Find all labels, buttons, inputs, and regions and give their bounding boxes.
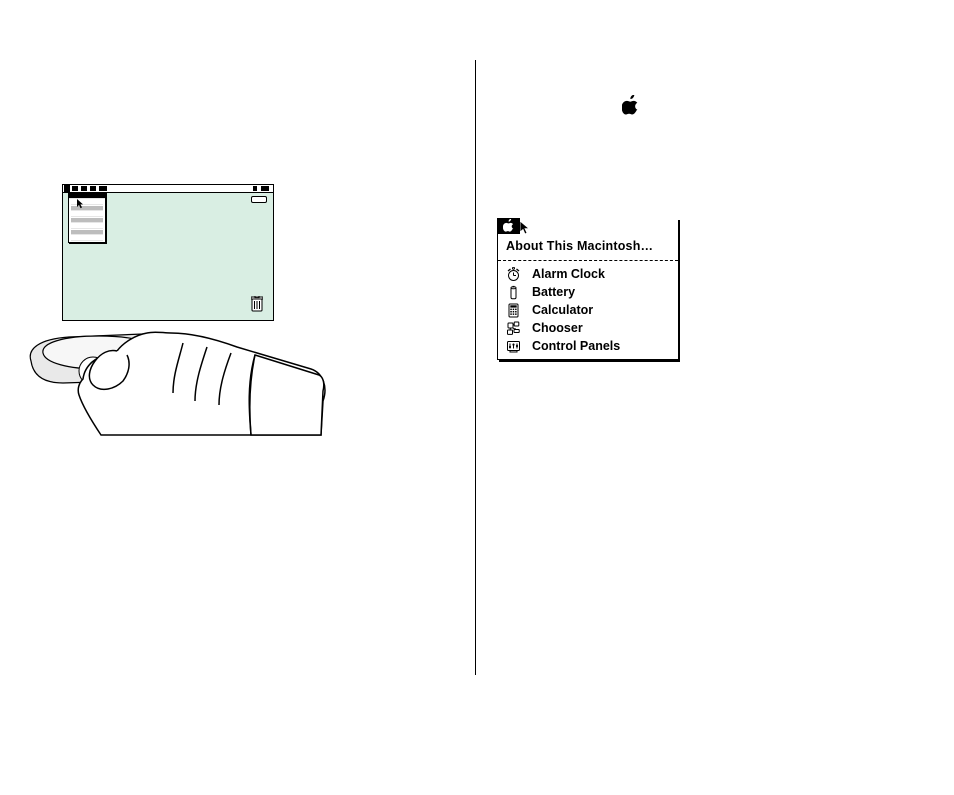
- control-panels-icon: [506, 339, 521, 354]
- menu-row: [71, 206, 103, 211]
- pointer-arrow-icon: [77, 196, 85, 214]
- pointer-cursor-icon: [520, 221, 532, 235]
- menu-item-chooser[interactable]: Chooser: [498, 319, 678, 337]
- menu-row: [71, 200, 103, 205]
- help-menu-icon: [253, 186, 257, 191]
- column-divider: [475, 60, 476, 675]
- desktop-thumbnail: [63, 185, 273, 320]
- apple-menu-dropdown[interactable]: About This Macintosh… Alarm Clock: [497, 218, 678, 360]
- menu-item-control-panels[interactable]: Control Panels: [498, 337, 678, 355]
- menubar-item: [90, 186, 96, 191]
- apple-menu-figure: About This Macintosh… Alarm Clock: [497, 218, 687, 360]
- calculator-icon: [506, 303, 521, 318]
- menu-item-about-this-macintosh[interactable]: About This Macintosh…: [498, 236, 678, 258]
- desktop-thumb-figure: [63, 185, 323, 320]
- battery-icon: [506, 285, 521, 300]
- menu-row: [71, 224, 103, 229]
- menu-item-alarm-clock[interactable]: Alarm Clock: [498, 265, 678, 283]
- menu-item-label: Calculator: [532, 302, 670, 318]
- chooser-icon: [506, 321, 521, 336]
- menubar-item: [81, 186, 87, 191]
- apple-menu-body: About This Macintosh… Alarm Clock: [498, 234, 678, 359]
- alarm-clock-icon: [506, 267, 521, 282]
- page: About This Macintosh… Alarm Clock: [0, 0, 954, 795]
- menu-item-label: Battery: [532, 284, 670, 300]
- application-menu-icon: [261, 186, 269, 191]
- menu-row: [71, 218, 103, 223]
- menubar-item: [72, 186, 78, 191]
- menu-row: [71, 236, 103, 241]
- menu-item-label: Control Panels: [532, 338, 670, 354]
- thumbnail-dropdown-menu: [68, 192, 106, 243]
- menu-row: [71, 212, 103, 217]
- menu-row: [71, 230, 103, 235]
- menu-item-battery[interactable]: Battery: [498, 283, 678, 301]
- apple-icon: [622, 95, 640, 121]
- hand-trackball-illustration: [23, 303, 333, 443]
- menubar-item: [99, 186, 107, 191]
- apple-menu-highlight: [64, 185, 70, 192]
- hard-disk-icon: [251, 196, 267, 203]
- menu-item-label: Alarm Clock: [532, 266, 670, 282]
- menu-separator: [498, 260, 678, 261]
- apple-menu-selected-icon[interactable]: [498, 218, 520, 234]
- menu-item-calculator[interactable]: Calculator: [498, 301, 678, 319]
- apple-menu-title-bar: [498, 218, 678, 234]
- menu-row-highlight: [69, 193, 105, 199]
- menu-item-label: Chooser: [532, 320, 670, 336]
